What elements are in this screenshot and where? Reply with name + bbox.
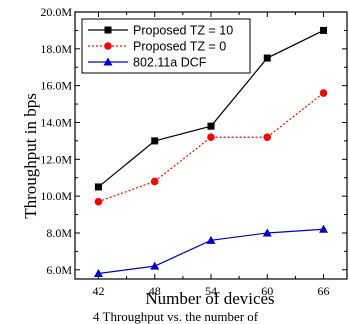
x-tick-label: 54: [205, 284, 217, 298]
data-point: [319, 224, 329, 233]
data-point: [263, 133, 272, 142]
y-tick-label: 18.0M: [40, 42, 72, 56]
data-point: [263, 54, 271, 62]
data-point: [207, 133, 215, 142]
series-0: [94, 26, 328, 191]
y-tick-label: 12.0M: [40, 152, 72, 166]
series-2: [93, 224, 329, 277]
data-point: [206, 235, 216, 244]
x-tick-label: 42: [92, 284, 104, 298]
data-point: [150, 261, 160, 270]
legend-marker: [104, 42, 112, 50]
data-point: [207, 122, 215, 130]
legend-marker: [103, 57, 113, 66]
legend-label: 802.11a DCF: [133, 56, 207, 70]
x-tick-label: 66: [318, 284, 330, 298]
data-point: [94, 197, 103, 206]
x-axis-ticks: 42 48 54 60 66: [92, 12, 330, 298]
legend-marker: [104, 26, 112, 34]
x-tick-label: 60: [261, 284, 273, 298]
legend-item: Proposed TZ = 10: [88, 24, 233, 38]
legend-label: Proposed TZ = 10: [133, 24, 233, 38]
y-axis-ticks: 6.0M 8.0M 10.0M 12.0M 14.0M 16.0M 18.0M 20.0M: [40, 5, 347, 277]
data-point: [93, 268, 103, 277]
y-tick-label: 6.0M: [46, 263, 72, 277]
data-point: [150, 177, 159, 186]
legend-label: Proposed TZ = 0: [133, 40, 226, 54]
legend-item: Proposed TZ = 0: [88, 40, 226, 54]
data-point: [94, 183, 102, 191]
x-tick-label: 48: [149, 284, 161, 298]
y-axis-title: Throughput in bps: [21, 93, 40, 219]
legend-item: 802.11a DCF: [88, 56, 207, 70]
data-point: [262, 228, 272, 237]
y-tick-label: 14.0M: [40, 115, 72, 129]
y-tick-label: 16.0M: [40, 79, 72, 93]
y-tick-label: 20.0M: [40, 5, 72, 19]
data-point: [320, 26, 328, 34]
y-tick-label: 8.0M: [46, 226, 72, 240]
x-axis-title: Number of devices: [145, 289, 274, 308]
plot-frame: [74, 11, 348, 280]
series-layer: [93, 26, 329, 277]
data-point: [151, 137, 159, 145]
data-point: [319, 89, 328, 97]
figure-caption: 4 Throughput vs. the number of: [93, 309, 259, 324]
y-tick-label: 10.0M: [40, 189, 72, 203]
legend: Proposed TZ = 10 Proposed TZ = 0 802.11a D…: [81, 18, 251, 74]
series-line: [98, 92, 324, 203]
series-1: [94, 89, 328, 206]
